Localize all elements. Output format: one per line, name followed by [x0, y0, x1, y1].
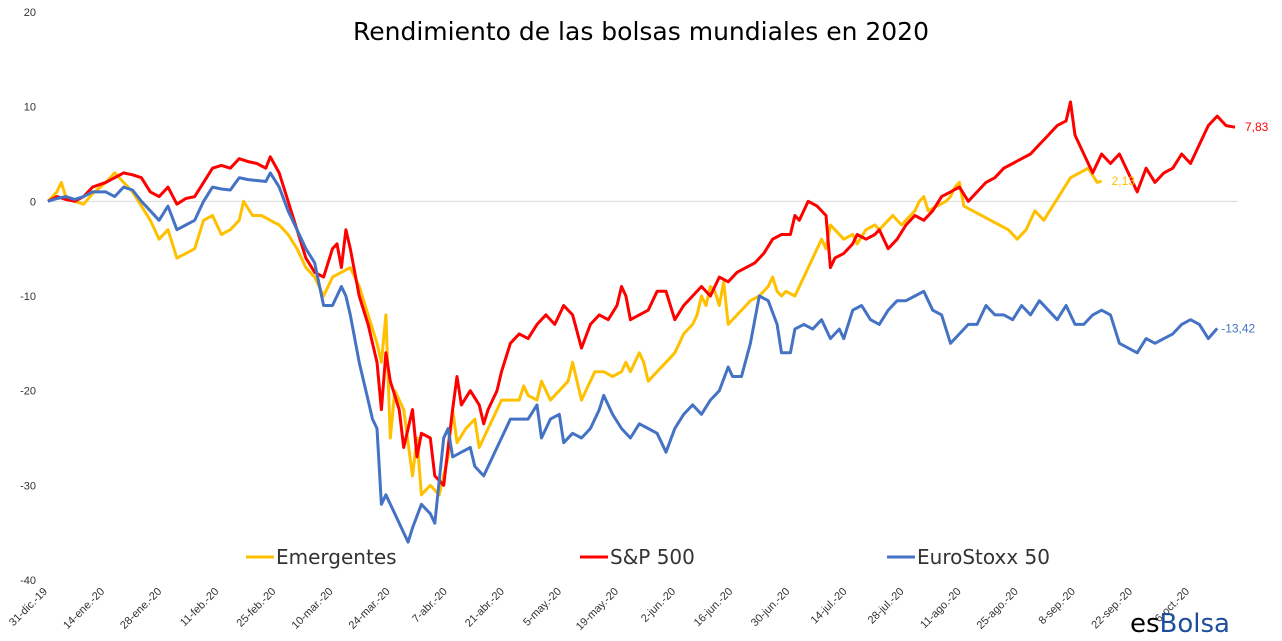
y-tick-label: 0	[30, 196, 36, 208]
legend: Emergentes S&P 500 EuroStoxx 50	[246, 545, 1050, 569]
y-tick-label: -20	[20, 386, 36, 398]
legend-label: EuroStoxx 50	[917, 545, 1050, 569]
svg-text:esBolsa: esBolsa	[1130, 609, 1230, 639]
series-end-label: 2,13	[1112, 174, 1136, 188]
chart-title: Rendimiento de las bolsas mundiales en 2…	[353, 17, 929, 46]
y-tick-label: -10	[20, 291, 36, 303]
series-lines	[46, 100, 1236, 544]
brand-es: es	[1130, 609, 1160, 639]
y-axis-ticks: 20 10 0 -10 -20 -30 -40	[20, 7, 36, 587]
series-end-label: 7,83	[1245, 120, 1269, 134]
series-end-label: -13,42	[1221, 321, 1255, 335]
y-tick-label: 10	[24, 102, 36, 114]
y-tick-label: 20	[24, 7, 36, 19]
series-line-emergentes	[46, 166, 1102, 497]
legend-label: S&P 500	[610, 545, 695, 569]
series-end-labels: 2,13 7,83 -13,42	[1112, 120, 1269, 335]
y-tick-label: -30	[20, 480, 36, 492]
y-tick-label: -40	[20, 575, 36, 587]
series-line-s-p-500	[47, 100, 1236, 487]
series-line-eurostoxx-50	[47, 171, 1219, 544]
legend-label: Emergentes	[276, 545, 397, 569]
brand-bolsa: Bolsa	[1160, 609, 1230, 639]
brand-logo: esBolsa	[1130, 609, 1230, 639]
